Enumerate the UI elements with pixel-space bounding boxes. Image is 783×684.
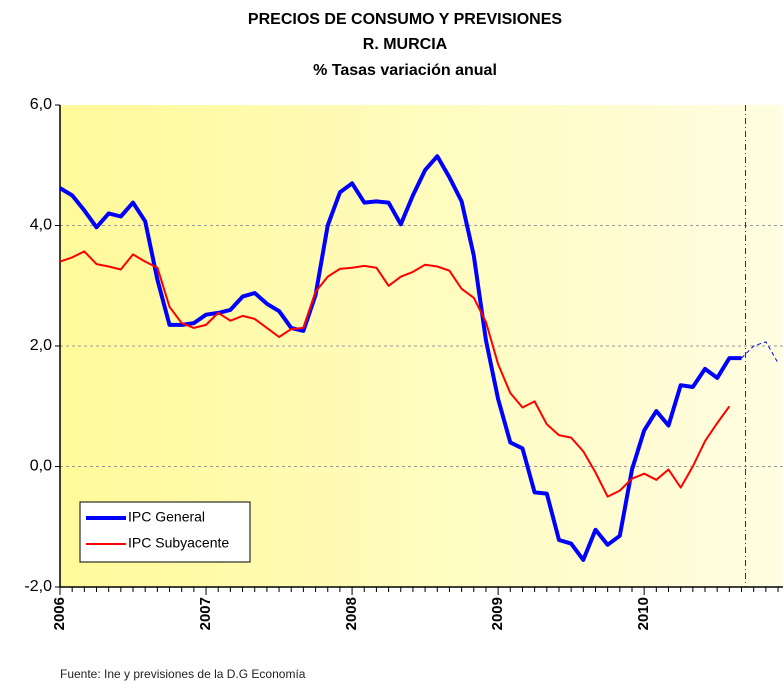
y-tick-label: -2,0 xyxy=(24,578,52,595)
chart-title: R. MURCIA xyxy=(363,36,448,53)
y-tick-label: 6,0 xyxy=(30,96,52,113)
source-note: Fuente: Ine y previsiones de la D.G Econ… xyxy=(60,667,306,681)
series-line xyxy=(59,250,731,498)
x-tick-label: 2010 xyxy=(635,597,652,630)
y-tick-label: 2,0 xyxy=(30,337,52,354)
x-tick-label: 2006 xyxy=(51,597,68,630)
y-tick-label: 0,0 xyxy=(30,458,52,475)
chart-subtitle: % Tasas variación anual xyxy=(313,62,497,79)
series-line xyxy=(58,154,742,562)
legend-label: IPC Subyacente xyxy=(128,535,229,551)
legend: IPC General IPC Subyacente xyxy=(79,501,251,563)
legend-label: IPC General xyxy=(128,509,205,525)
x-tick-label: 2007 xyxy=(197,597,214,630)
legend-box xyxy=(79,501,251,563)
x-tick-label: 2009 xyxy=(489,597,506,630)
x-tick-label: 2008 xyxy=(343,597,360,630)
y-tick-label: 4,0 xyxy=(30,217,52,234)
series-line xyxy=(741,341,779,364)
chart-title: PRECIOS DE CONSUMO Y PREVISIONES xyxy=(248,11,562,28)
